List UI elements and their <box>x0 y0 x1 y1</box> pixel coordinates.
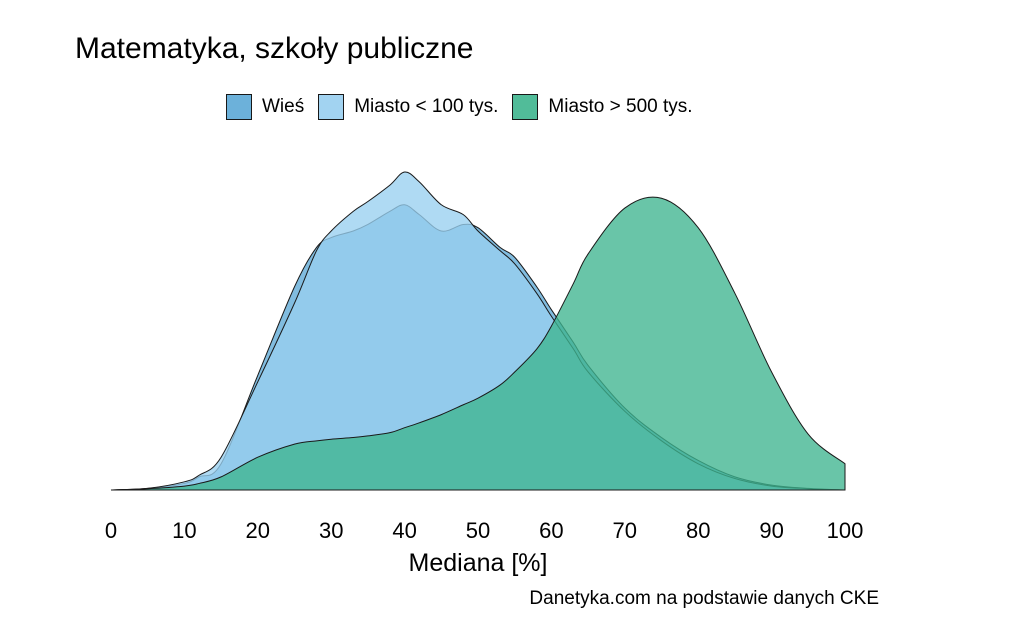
x-tick-label: 90 <box>759 518 783 543</box>
legend: Wieś Miasto < 100 tys. Miasto > 500 tys. <box>226 92 707 122</box>
x-tick-labels: 0 10 20 30 40 50 60 70 80 90 100 <box>105 518 863 543</box>
legend-swatch-miasto-small <box>318 94 345 120</box>
legend-swatch-wies <box>226 94 252 120</box>
legend-swatch-miasto-large <box>512 94 539 120</box>
legend-label-wies: Wieś <box>262 96 305 117</box>
density-areas <box>110 171 846 491</box>
legend-item-miasto-small: Miasto < 100 tys. <box>318 94 498 120</box>
x-tick-label: 40 <box>392 518 416 543</box>
x-tick-label: 0 <box>105 518 117 543</box>
legend-label-miasto-small: Miasto < 100 tys. <box>354 96 499 117</box>
x-tick-label: 60 <box>539 518 563 543</box>
x-tick-label: 30 <box>319 518 343 543</box>
x-axis-label: Mediana [%] <box>409 549 548 577</box>
source-caption: Danetyka.com na podstawie danych CKE <box>529 588 879 609</box>
x-tick-label: 20 <box>246 518 270 543</box>
legend-item-wies: Wieś <box>226 94 304 120</box>
density-area-miasto-large <box>110 196 846 491</box>
x-tick-label: 80 <box>686 518 710 543</box>
x-tick-label: 10 <box>172 518 196 543</box>
legend-label-miasto-large: Miasto > 500 tys. <box>548 96 693 117</box>
chart-title: Matematyka, szkoły publiczne <box>75 32 474 65</box>
x-tick-label: 100 <box>827 518 864 543</box>
x-tick-label: 50 <box>466 518 490 543</box>
x-tick-label: 70 <box>613 518 637 543</box>
legend-item-miasto-large: Miasto > 500 tys. <box>512 94 693 120</box>
